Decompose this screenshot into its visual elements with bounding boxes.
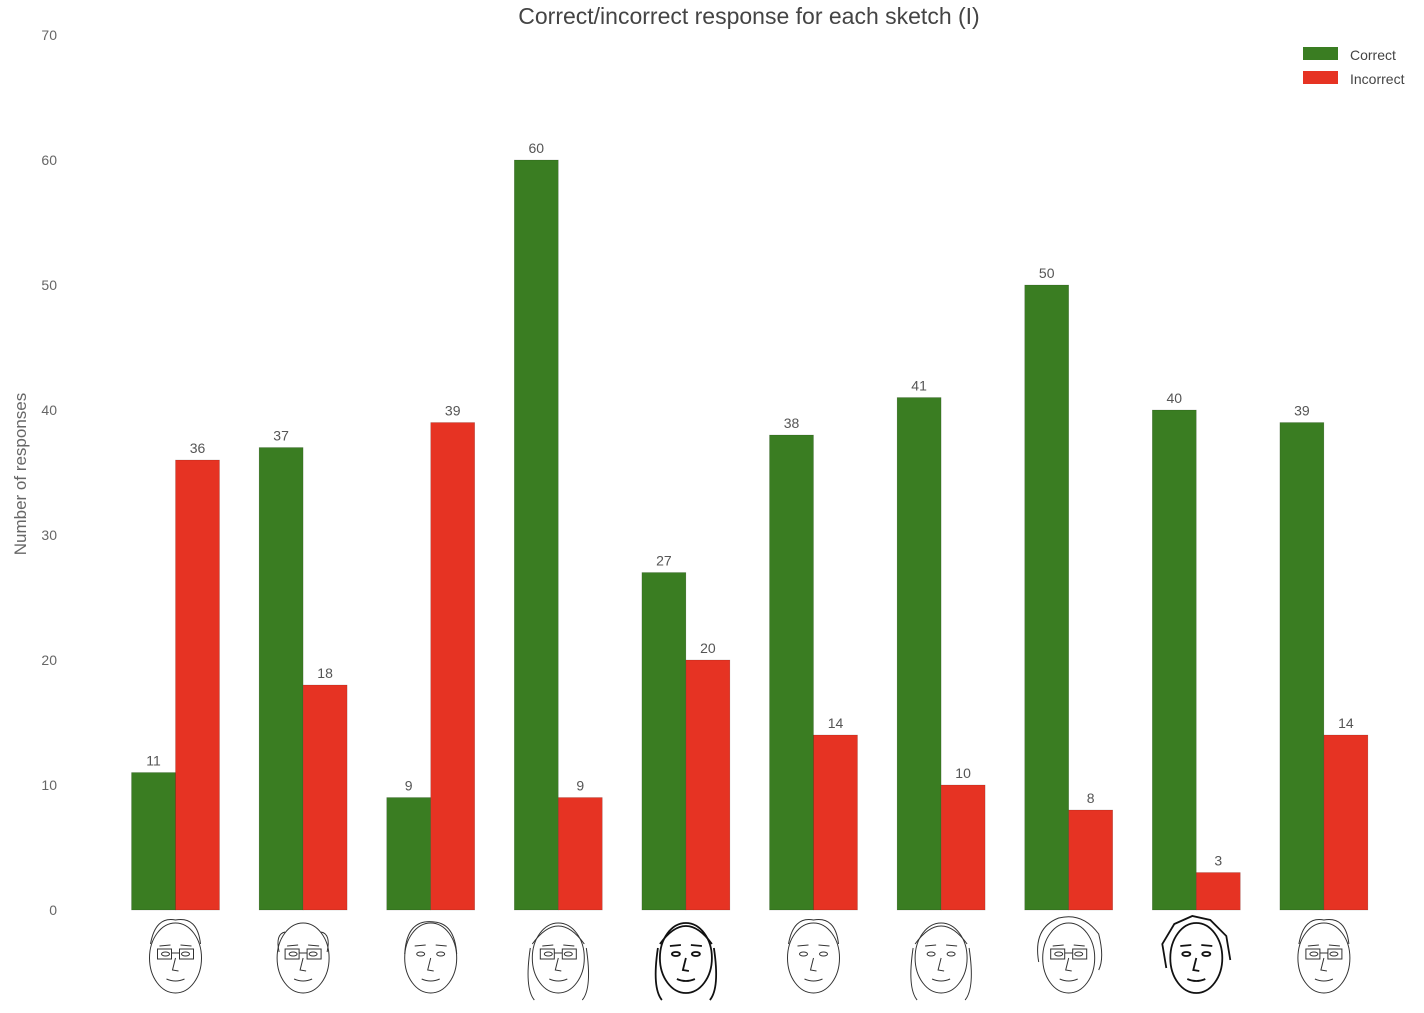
bar-correct-4 (514, 159, 559, 911)
face-sketch-icon (276, 922, 330, 994)
face-sketch-icon (1037, 916, 1103, 994)
y-tick-label: 0 (49, 902, 57, 918)
value-label-incorrect-5: 20 (700, 640, 716, 656)
bar-incorrect-7 (940, 784, 986, 911)
value-label-incorrect-8: 8 (1087, 790, 1095, 806)
value-label-correct-5: 27 (656, 553, 672, 569)
legend-swatch-incorrect (1303, 71, 1338, 84)
face-sketch-icon (1161, 915, 1232, 994)
value-label-correct-2: 37 (273, 428, 289, 444)
x-axis-icons (149, 915, 1351, 1001)
bars (131, 159, 1369, 911)
y-tick-label: 40 (41, 402, 57, 418)
value-label-incorrect-1: 36 (190, 440, 206, 456)
y-axis-ticks: 0 10 20 30 40 50 60 70 (41, 27, 57, 918)
value-label-correct-1: 11 (146, 753, 161, 769)
bar-correct-10 (1279, 422, 1325, 911)
y-tick-label: 10 (41, 777, 57, 793)
face-sketch-icon (149, 919, 202, 994)
value-label-incorrect-2: 18 (317, 665, 333, 681)
legend: Correct Incorrect (1303, 47, 1405, 87)
legend-label-incorrect: Incorrect (1350, 71, 1405, 87)
y-tick-label: 30 (41, 527, 57, 543)
value-label-correct-6: 38 (784, 415, 800, 431)
value-label-correct-3: 9 (405, 778, 413, 794)
face-sketch-icon (910, 922, 972, 1001)
face-sketch-icon (527, 922, 590, 1001)
face-sketch-icon (787, 919, 840, 994)
value-label-incorrect-6: 14 (828, 715, 844, 731)
value-labels: 11 36 37 18 9 39 60 9 27 20 38 14 41 10 50 8 40 3 39 14 (146, 140, 1354, 869)
y-tick-label: 60 (41, 152, 57, 168)
bar-correct-3 (386, 797, 431, 911)
bar-correct-7 (896, 397, 942, 911)
y-axis-label: Number of responses (11, 393, 30, 556)
y-tick-label: 50 (41, 277, 57, 293)
bar-correct-5 (641, 572, 687, 911)
bar-incorrect-8 (1068, 809, 1113, 911)
y-tick-label: 70 (41, 27, 57, 43)
bar-correct-9 (1152, 409, 1197, 911)
bar-incorrect-4 (558, 797, 603, 911)
bar-incorrect-6 (813, 734, 858, 911)
value-label-incorrect-4: 9 (576, 778, 584, 794)
bar-correct-1 (131, 772, 176, 911)
value-label-correct-7: 41 (911, 378, 927, 394)
value-label-correct-4: 60 (529, 140, 545, 156)
bar-correct-6 (769, 434, 814, 911)
bar-incorrect-1 (175, 459, 220, 911)
value-label-correct-9: 40 (1167, 390, 1183, 406)
value-label-incorrect-7: 10 (955, 765, 971, 781)
face-sketch-icon (404, 921, 458, 994)
legend-label-correct: Correct (1350, 47, 1396, 63)
legend-swatch-correct (1303, 47, 1338, 60)
y-tick-label: 20 (41, 652, 57, 668)
value-label-correct-8: 50 (1039, 265, 1055, 281)
face-sketch-icon (1297, 919, 1351, 994)
value-label-incorrect-9: 3 (1214, 853, 1222, 869)
chart-title: Correct/incorrect response for each sket… (518, 3, 979, 29)
value-label-incorrect-10: 14 (1338, 715, 1354, 731)
bar-incorrect-9 (1196, 872, 1241, 911)
bar-correct-2 (258, 447, 304, 911)
face-sketch-icon (654, 922, 718, 1001)
bar-incorrect-2 (302, 684, 348, 911)
value-label-correct-10: 39 (1294, 403, 1310, 419)
bar-incorrect-5 (685, 659, 731, 911)
bar-incorrect-3 (430, 422, 475, 911)
bar-incorrect-10 (1323, 734, 1369, 911)
bar-correct-8 (1024, 284, 1069, 911)
value-label-incorrect-3: 39 (445, 403, 461, 419)
